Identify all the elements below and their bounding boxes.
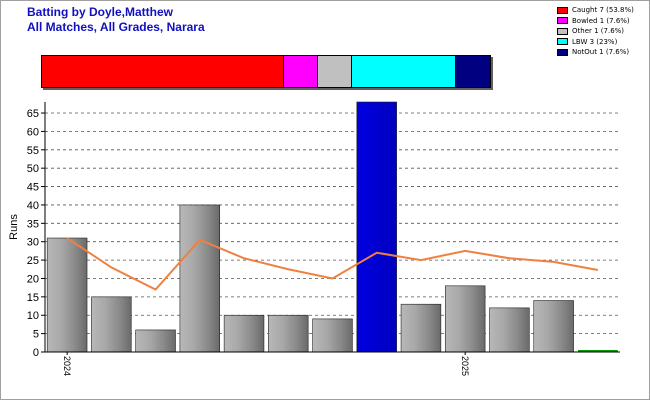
legend-swatch-bowled (557, 17, 568, 25)
y-tick-label: 20 (27, 273, 39, 285)
legend-swatch-notout (557, 48, 568, 56)
dismissal-distribution-bar (41, 55, 491, 88)
legend-item-notout: NotOut 1 (7.6%) (557, 47, 634, 58)
bar (400, 303, 442, 353)
dist-segment-lbw (352, 56, 456, 87)
bar (489, 307, 530, 353)
y-tick-label: 15 (27, 292, 39, 304)
chart-subtitle: All Matches, All Grades, Narara (27, 20, 205, 34)
dist-segment-notout (455, 56, 490, 87)
y-axis-label: Runs (8, 214, 20, 240)
legend-label-bowled: Bowled 1 (7.6%) (572, 16, 630, 25)
y-tick-label: 0 (33, 347, 39, 359)
dist-segment-caught (42, 56, 284, 87)
bar (91, 296, 132, 353)
legend-item-lbw: LBW 3 (23%) (557, 37, 634, 48)
y-tick-label: 25 (27, 255, 39, 267)
legend-item-other: Other 1 (7.6%) (557, 26, 634, 37)
y-tick-label: 30 (27, 237, 39, 249)
legend-item-bowled: Bowled 1 (7.6%) (557, 16, 634, 27)
bar (268, 314, 309, 353)
x-tick-label: 2024 (62, 356, 72, 376)
bar (356, 101, 397, 353)
average-line (66, 237, 599, 291)
dist-segment-bowled (283, 56, 319, 87)
bar (444, 285, 486, 353)
x-tick-label: 2025 (460, 356, 470, 376)
y-tick-label: 35 (27, 218, 39, 230)
y-tick-label: 40 (27, 200, 39, 212)
bar (135, 329, 176, 353)
y-tick-label: 5 (33, 329, 39, 341)
y-tick-label: 50 (27, 163, 39, 175)
legend-swatch-other (557, 27, 568, 35)
bar (577, 350, 618, 352)
y-tick-label: 65 (27, 108, 39, 120)
legend-item-caught: Caught 7 (53.8%) (557, 5, 634, 16)
legend-label-other: Other 1 (7.6%) (572, 27, 625, 36)
y-tick-label: 60 (27, 126, 39, 138)
y-tick-label: 10 (27, 310, 39, 322)
legend-label-caught: Caught 7 (53.8%) (572, 6, 634, 15)
bar (46, 237, 88, 353)
chart-title: Batting by Doyle,Matthew (27, 5, 174, 19)
legend-label-notout: NotOut 1 (7.6%) (572, 48, 630, 57)
legend-label-lbw: LBW 3 (23%) (572, 37, 618, 46)
legend: Caught 7 (53.8%) Bowled 1 (7.6%) Other 1… (557, 5, 634, 58)
bar (312, 318, 353, 353)
legend-swatch-lbw (557, 38, 568, 46)
bar (179, 204, 221, 353)
bar (533, 300, 574, 353)
legend-swatch-caught (557, 6, 568, 14)
bar (223, 314, 265, 353)
dist-segment-other (318, 56, 353, 87)
y-tick-label: 45 (27, 182, 39, 194)
y-tick-label: 55 (27, 145, 39, 157)
